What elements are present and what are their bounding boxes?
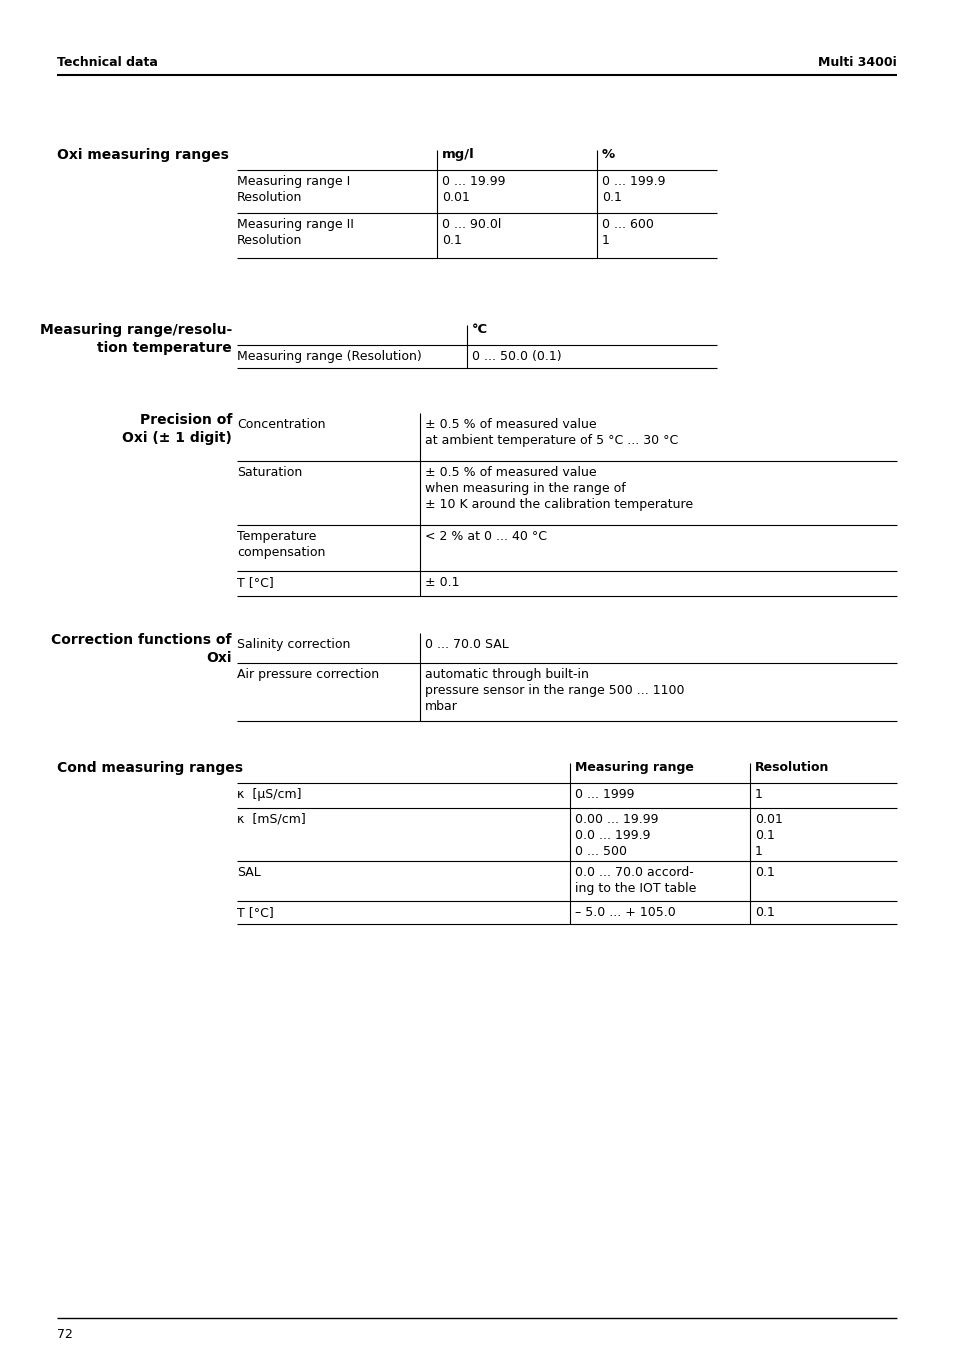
Text: 0 ... 199.9: 0 ... 199.9: [601, 176, 665, 188]
Text: 0.01: 0.01: [754, 813, 782, 825]
Text: Measuring range I: Measuring range I: [236, 176, 350, 188]
Text: Temperature: Temperature: [236, 530, 316, 543]
Text: Salinity correction: Salinity correction: [236, 638, 350, 651]
Text: 0 ... 90.0l: 0 ... 90.0l: [441, 218, 501, 231]
Text: %: %: [601, 149, 615, 161]
Text: compensation: compensation: [236, 546, 325, 559]
Text: Air pressure correction: Air pressure correction: [236, 667, 378, 681]
Text: 0 ... 1999: 0 ... 1999: [575, 788, 634, 801]
Text: Correction functions of: Correction functions of: [51, 634, 232, 647]
Text: 1: 1: [601, 234, 609, 247]
Text: 0.01: 0.01: [441, 190, 470, 204]
Text: 0.0 ... 70.0 accord-: 0.0 ... 70.0 accord-: [575, 866, 693, 880]
Text: T [°C]: T [°C]: [236, 907, 274, 919]
Text: Resolution: Resolution: [236, 234, 302, 247]
Text: Resolution: Resolution: [754, 761, 828, 774]
Text: κ  [μS/cm]: κ [μS/cm]: [236, 788, 301, 801]
Text: 0.1: 0.1: [441, 234, 461, 247]
Text: Oxi measuring ranges: Oxi measuring ranges: [57, 149, 229, 162]
Text: Concentration: Concentration: [236, 417, 325, 431]
Text: °C: °C: [472, 323, 488, 336]
Text: SAL: SAL: [236, 866, 260, 880]
Text: < 2 % at 0 ... 40 °C: < 2 % at 0 ... 40 °C: [424, 530, 546, 543]
Text: tion temperature: tion temperature: [97, 340, 232, 355]
Text: Multi 3400i: Multi 3400i: [818, 55, 896, 69]
Text: 0.1: 0.1: [601, 190, 621, 204]
Text: ± 0.5 % of measured value: ± 0.5 % of measured value: [424, 417, 596, 431]
Text: Precision of: Precision of: [139, 413, 232, 427]
Text: at ambient temperature of 5 °C ... 30 °C: at ambient temperature of 5 °C ... 30 °C: [424, 434, 678, 447]
Text: 72: 72: [57, 1328, 72, 1342]
Text: Oxi: Oxi: [206, 651, 232, 665]
Text: Measuring range II: Measuring range II: [236, 218, 354, 231]
Text: Cond measuring ranges: Cond measuring ranges: [57, 761, 243, 775]
Text: Measuring range: Measuring range: [575, 761, 693, 774]
Text: Measuring range (Resolution): Measuring range (Resolution): [236, 350, 421, 363]
Text: pressure sensor in the range 500 ... 1100: pressure sensor in the range 500 ... 110…: [424, 684, 684, 697]
Text: 1: 1: [754, 844, 762, 858]
Text: ing to the IOT table: ing to the IOT table: [575, 882, 696, 894]
Text: mg/l: mg/l: [441, 149, 475, 161]
Text: 0.1: 0.1: [754, 830, 774, 842]
Text: ± 0.5 % of measured value: ± 0.5 % of measured value: [424, 466, 596, 480]
Text: 0.1: 0.1: [754, 907, 774, 919]
Text: 1: 1: [754, 788, 762, 801]
Text: κ  [mS/cm]: κ [mS/cm]: [236, 813, 305, 825]
Text: Measuring range/resolu-: Measuring range/resolu-: [40, 323, 232, 336]
Text: when measuring in the range of: when measuring in the range of: [424, 482, 625, 494]
Text: Resolution: Resolution: [236, 190, 302, 204]
Text: 0.00 ... 19.99: 0.00 ... 19.99: [575, 813, 658, 825]
Text: Technical data: Technical data: [57, 55, 157, 69]
Text: Oxi (± 1 digit): Oxi (± 1 digit): [122, 431, 232, 444]
Text: mbar: mbar: [424, 700, 457, 713]
Text: 0 ... 70.0 SAL: 0 ... 70.0 SAL: [424, 638, 508, 651]
Text: – 5.0 ... + 105.0: – 5.0 ... + 105.0: [575, 907, 675, 919]
Text: Saturation: Saturation: [236, 466, 302, 480]
Text: 0.0 ... 199.9: 0.0 ... 199.9: [575, 830, 650, 842]
Text: ± 0.1: ± 0.1: [424, 576, 459, 589]
Text: 0.1: 0.1: [754, 866, 774, 880]
Text: 0 ... 50.0 (0.1): 0 ... 50.0 (0.1): [472, 350, 561, 363]
Text: 0 ... 19.99: 0 ... 19.99: [441, 176, 505, 188]
Text: ± 10 K around the calibration temperature: ± 10 K around the calibration temperatur…: [424, 499, 693, 511]
Text: automatic through built-in: automatic through built-in: [424, 667, 588, 681]
Text: 0 ... 600: 0 ... 600: [601, 218, 653, 231]
Text: T [°C]: T [°C]: [236, 576, 274, 589]
Text: 0 ... 500: 0 ... 500: [575, 844, 626, 858]
